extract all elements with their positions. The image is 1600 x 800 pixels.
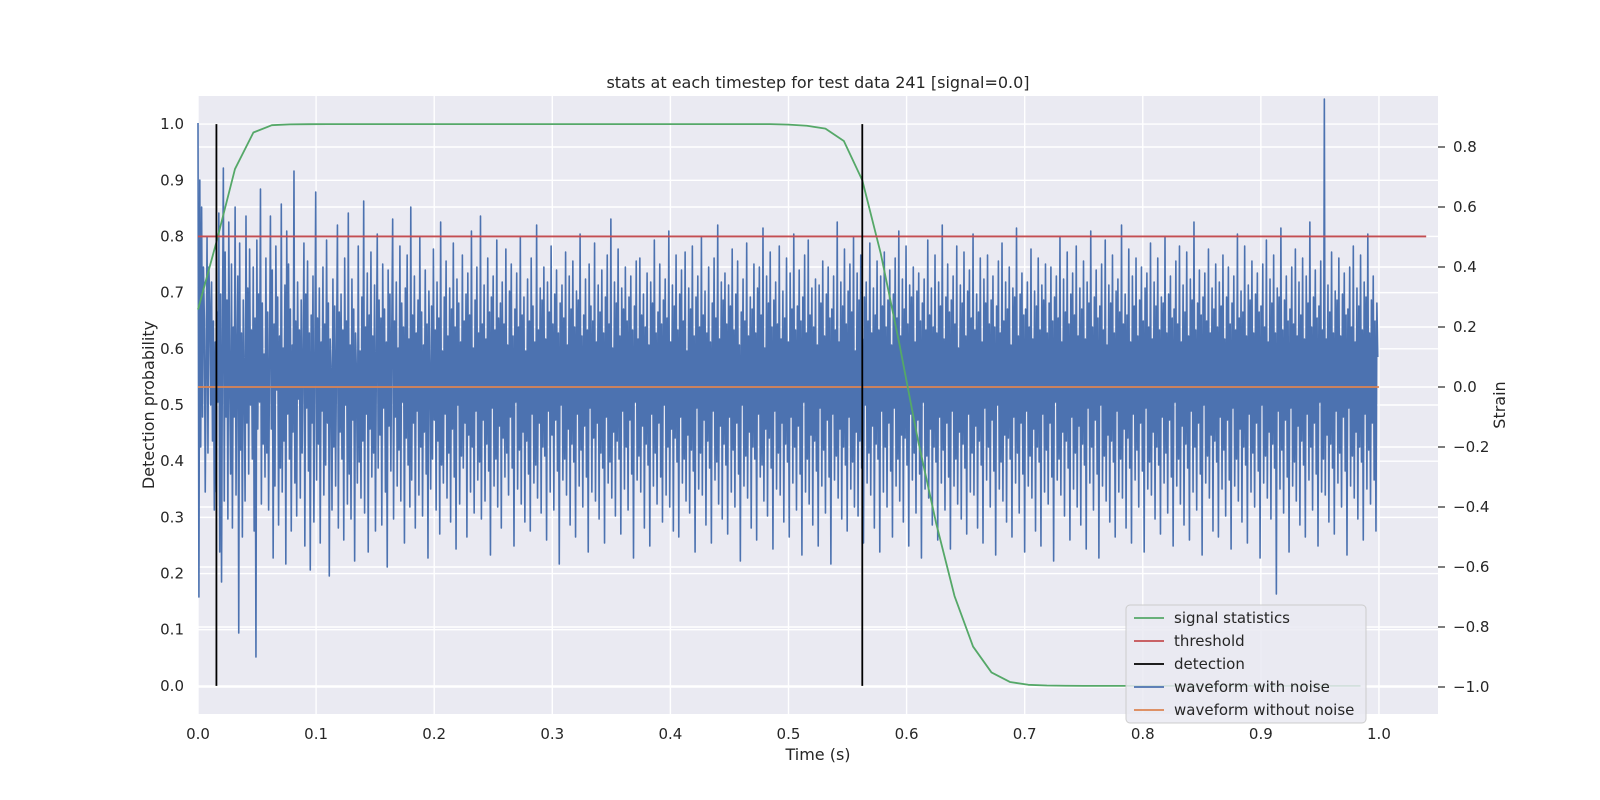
legend-label: detection	[1174, 655, 1245, 673]
x-tick-label: 0.2	[422, 725, 446, 743]
x-tick-label: 0.0	[186, 725, 210, 743]
y-tick-label: 0.2	[160, 565, 184, 583]
y-axis-label: Detection probability	[139, 321, 158, 489]
y-right-tick-label: 0.4	[1453, 258, 1477, 276]
y-right-tick-label: −1.0	[1453, 678, 1489, 696]
chart-title: stats at each timestep for test data 241…	[606, 73, 1029, 92]
legend-label: waveform with noise	[1174, 678, 1330, 696]
x-tick-label: 0.3	[540, 725, 564, 743]
y-tick-label: 0.3	[160, 508, 184, 526]
x-tick-label: 0.8	[1131, 725, 1155, 743]
y-tick-label: 0.4	[160, 452, 184, 470]
y-tick-label: 1.0	[160, 115, 184, 133]
y-right-tick-label: 0.2	[1453, 318, 1477, 336]
legend-label: waveform without noise	[1174, 701, 1354, 719]
y-right-tick-label: 0.0	[1453, 378, 1477, 396]
y-tick-label: 0.0	[160, 677, 184, 695]
x-tick-label: 0.5	[777, 725, 801, 743]
y-tick-label: 0.8	[160, 227, 184, 245]
x-axis-label: Time (s)	[784, 745, 850, 764]
y-tick-label: 0.9	[160, 171, 184, 189]
x-tick-label: 1.0	[1367, 725, 1391, 743]
legend-box	[1125, 604, 1367, 724]
x-tick-label: 0.7	[1013, 725, 1037, 743]
y-right-tick-label: 0.8	[1453, 138, 1477, 156]
y-tick-label: 0.6	[160, 340, 184, 358]
y-right-tick-label: −0.6	[1453, 558, 1489, 576]
x-tick-label: 0.6	[895, 725, 919, 743]
y-right-tick-label: −0.4	[1453, 498, 1489, 516]
legend-label: threshold	[1174, 632, 1245, 650]
y-right-tick-label: −0.2	[1453, 438, 1489, 456]
x-tick-label: 0.9	[1249, 725, 1273, 743]
axes-layer: 0.0 0.1 0.2 0.3 0.4 0.5 0.6 0.7 0.8 0.9 1.0 0.0 0.1 0…	[160, 115, 1489, 743]
x-tick-label: 0.4	[658, 725, 682, 743]
series-waveform-with-noise	[197, 98, 1379, 658]
legend-label: signal statistics	[1174, 609, 1290, 627]
y-right-tick-label: −0.8	[1453, 618, 1489, 636]
y-axis-right-label: Strain	[1490, 381, 1509, 428]
y-tick-label: 0.7	[160, 284, 184, 302]
x-tick-label: 0.1	[304, 725, 328, 743]
y-tick-label: 0.1	[160, 621, 184, 639]
legend: signal statistics threshold detection wavef…	[1125, 604, 1367, 724]
y-right-tick-label: 0.6	[1453, 198, 1477, 216]
y-tick-label: 0.5	[160, 396, 184, 414]
